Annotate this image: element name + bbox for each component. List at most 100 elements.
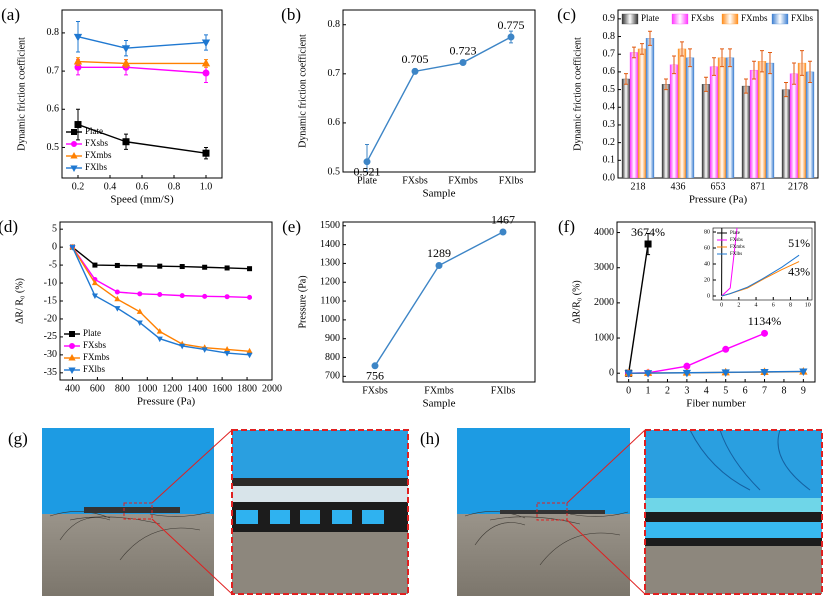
marker [71, 129, 77, 135]
bar [709, 66, 719, 178]
bar [717, 57, 727, 178]
marker [179, 264, 185, 270]
y-tick-label: 1000 [594, 332, 614, 343]
photo-g: (g) [8, 428, 409, 596]
y-tick-label: -5 [49, 259, 57, 270]
error-bar [664, 78, 668, 91]
marker [137, 263, 143, 269]
marker [224, 294, 230, 300]
marker [69, 331, 75, 337]
y-tick-label: 1200 [320, 277, 340, 288]
zoom-line [566, 519, 646, 595]
legend-label: FXlbs [85, 162, 108, 172]
error-bar [768, 51, 772, 75]
zoom-box [536, 502, 568, 521]
marker [459, 59, 467, 67]
error-bar [744, 78, 748, 94]
data-label: 756 [366, 369, 384, 383]
marker [121, 45, 131, 53]
marker [73, 56, 83, 65]
y-tick-label: 0.9 [603, 13, 616, 24]
marker [157, 263, 163, 269]
data-label: 3674% [631, 225, 665, 239]
marker [157, 292, 163, 298]
bar [677, 48, 687, 178]
legend-label: FXlbs [83, 364, 106, 374]
layer [232, 478, 408, 486]
y-tick-label: 0.8 [328, 19, 341, 30]
x-tick-label: 5 [723, 385, 728, 396]
y-tick-label: 0.1 [603, 155, 616, 166]
zoom-line [151, 518, 233, 595]
bar [629, 52, 639, 178]
plot-area [363, 30, 515, 172]
marker [411, 67, 419, 75]
panel-label: (e) [282, 217, 301, 236]
layer [232, 486, 408, 502]
marker [507, 33, 515, 41]
marker [73, 33, 83, 42]
panel-label: (d) [0, 217, 18, 236]
x-tick-label: 0.8 [168, 181, 181, 192]
chart: -35 -30 -25 -20 -15 -10 -5 0 5 400 600 800 1000 1200 1… [0, 217, 282, 408]
zoom-line [566, 429, 646, 504]
bar [637, 48, 647, 178]
data-label: 0.705 [402, 52, 429, 66]
zoom-box [123, 502, 153, 520]
bar [701, 84, 711, 178]
y-tick-label: 0.4 [603, 102, 616, 113]
series-line [628, 370, 804, 374]
data-label: 0.775 [498, 18, 525, 32]
marker [69, 245, 76, 251]
data-label: 1467 [491, 213, 515, 227]
y-tick-label: 80 [704, 229, 710, 235]
marker [722, 345, 730, 353]
x-axis-label: Pressure (Pa) [137, 396, 196, 408]
x-tick-label: 2178 [788, 181, 808, 192]
legend-label: FXlbs [791, 13, 814, 23]
marker [247, 266, 253, 272]
error-bar [648, 30, 652, 46]
layer [645, 498, 822, 512]
legend-label: FXlbs [730, 252, 742, 257]
y-tick-label: -15 [44, 295, 57, 306]
y-tick-label: -20 [44, 313, 57, 324]
marker [799, 368, 808, 377]
error-bar [792, 62, 796, 85]
chart: 0 20 40 60 80 0 2 4 6 8 10 43% 51% Plate FXsbs FXmbs FXl… [704, 227, 813, 308]
fibers [236, 510, 384, 524]
marker [91, 279, 98, 286]
x-tick-label: 1800 [237, 383, 257, 394]
x-tick-label: 6 [772, 302, 775, 308]
marker [435, 261, 443, 269]
legend-label: FXmbs [83, 352, 110, 362]
data-label: 1289 [427, 246, 451, 260]
marker [761, 329, 769, 337]
marker [202, 69, 210, 77]
y-tick-label: 0.8 [603, 31, 616, 42]
error-bar [720, 48, 724, 68]
x-tick-label: FXlbs [491, 385, 516, 396]
marker [201, 58, 211, 67]
zoom-frame [231, 429, 409, 595]
data-label: 0.521 [354, 164, 381, 178]
x-tick-label: 1000 [137, 383, 157, 394]
photo-h: (h) [420, 428, 823, 596]
x-tick-label: 218 [631, 181, 646, 192]
marker [114, 262, 120, 268]
error-bar [640, 43, 644, 55]
legend-label: FXsbs [691, 13, 715, 23]
y-tick-label: 0.2 [603, 137, 616, 148]
x-tick-label: 1200 [162, 383, 182, 394]
y-axis-label: Dynamic friction coefficient [297, 34, 308, 148]
marker [74, 121, 82, 129]
sky [42, 428, 214, 514]
x-tick-label: FXmbs [424, 385, 454, 396]
legend-label: FXsbs [85, 138, 109, 148]
zoom-line [151, 429, 233, 504]
y-tick-label: -25 [44, 331, 57, 342]
marker [121, 58, 131, 67]
marker [70, 165, 78, 173]
x-tick-label: 7 [762, 385, 767, 396]
data-label: 0.723 [450, 43, 477, 57]
